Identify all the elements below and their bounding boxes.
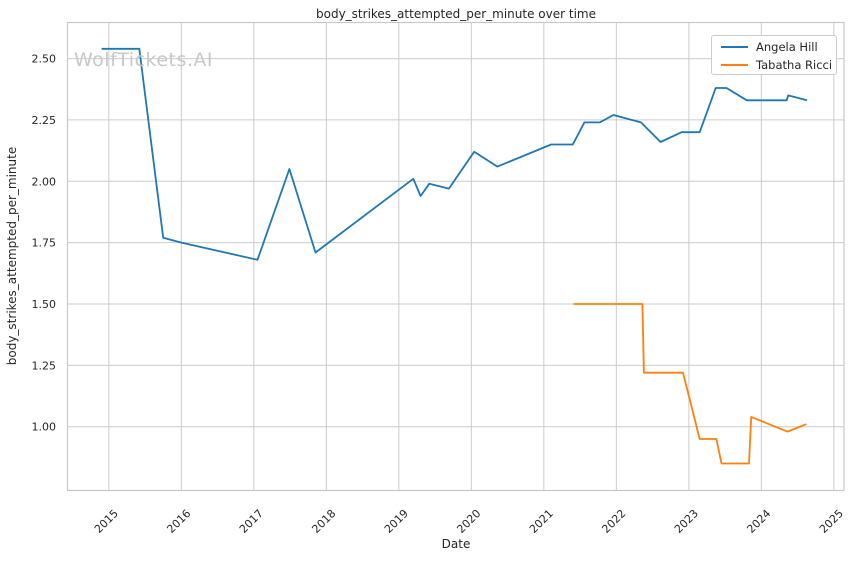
plot-border <box>66 21 845 492</box>
series-line-tabatha-ricci <box>573 303 807 465</box>
y-tick-label: 2.00 <box>32 175 57 188</box>
x-tick-label: 2022 <box>599 507 628 536</box>
y-tick-label: 1.00 <box>32 421 57 434</box>
x-tick-label: 2024 <box>744 507 773 536</box>
x-axis-title: Date <box>441 537 471 551</box>
x-tick-label: 2023 <box>672 507 701 536</box>
series-line-angela-hill <box>101 47 808 261</box>
x-tick-label: 2019 <box>382 507 411 536</box>
y-tick-label: 2.50 <box>32 53 57 66</box>
y-tick-label: 2.25 <box>32 114 57 127</box>
y-tick-labels: 1.00 1.25 1.50 1.75 2.00 2.25 2.50 <box>32 53 57 434</box>
y-tick-label: 1.50 <box>32 298 57 311</box>
y-axis-title: body_strikes_attempted_per_minute <box>5 146 19 366</box>
legend-line-swatch-tabatha-ricci <box>721 64 748 66</box>
legend-label: Tabatha Ricci <box>756 58 833 72</box>
legend-entry-angela-hill: Angela Hill <box>712 38 836 56</box>
chart-title: body_strikes_attempted_per_minute over t… <box>316 7 596 21</box>
y-tick-label: 1.75 <box>32 237 57 250</box>
legend-entry-tabatha-ricci: Tabatha Ricci <box>712 56 836 74</box>
x-tick-labels: 2015 2016 2017 2018 2019 2020 2021 2022 2023 2024… <box>92 507 846 536</box>
legend-line-swatch-angela-hill <box>721 46 748 48</box>
x-tick-label: 2020 <box>454 507 483 536</box>
y-tick-label: 1.25 <box>32 359 57 372</box>
x-tick-label: 2016 <box>164 507 193 536</box>
x-tick-label: 2018 <box>309 507 338 536</box>
x-tick-label: 2017 <box>237 507 266 536</box>
legend-label: Angela Hill <box>756 40 818 54</box>
x-tick-label: 2025 <box>817 507 846 536</box>
watermark: WolfTickets.AI <box>74 49 214 71</box>
legend: Angela Hill Tabatha Ricci <box>711 35 837 75</box>
x-tick-label: 2015 <box>92 507 121 536</box>
x-tick-label: 2021 <box>527 507 556 536</box>
gridlines <box>67 22 844 491</box>
